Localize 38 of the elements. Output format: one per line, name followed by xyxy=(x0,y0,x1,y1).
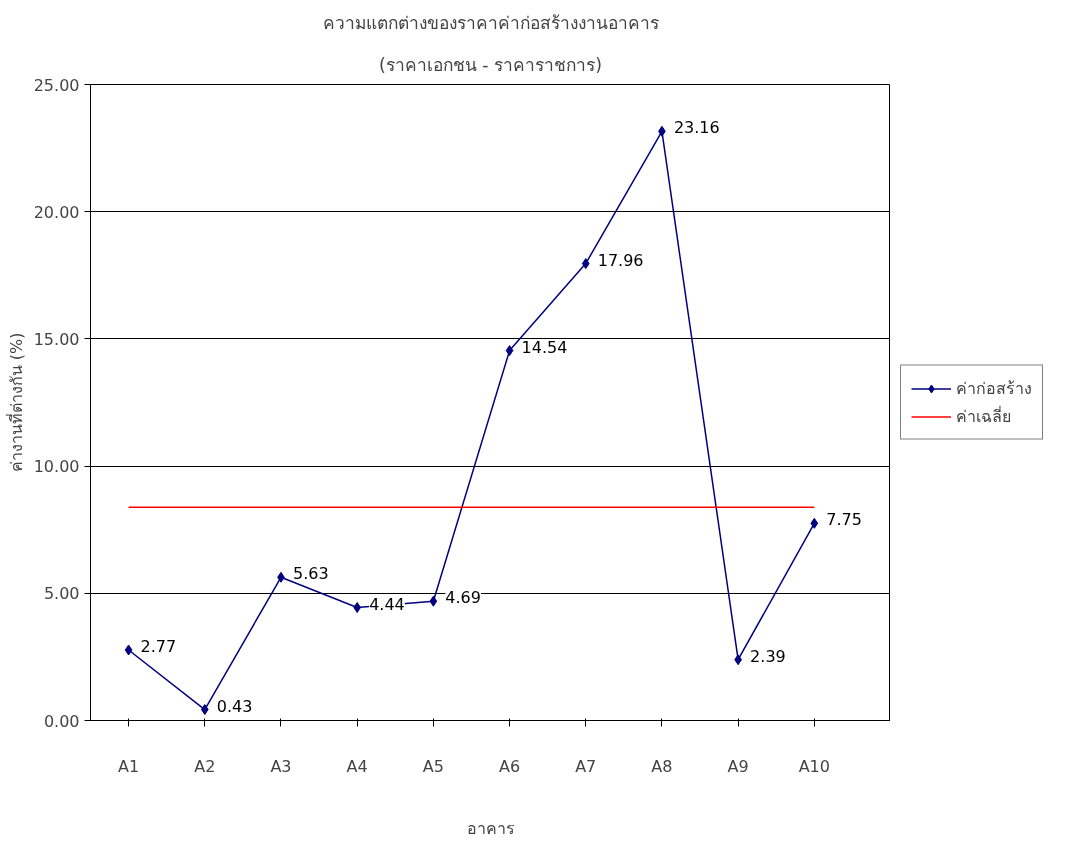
y-tick-label: 20.00 xyxy=(33,202,80,222)
x-tick-label: A6 xyxy=(498,756,521,776)
data-label: 4.69 xyxy=(445,588,481,608)
point xyxy=(200,704,209,716)
point xyxy=(810,517,819,529)
point xyxy=(505,345,514,357)
chart-subtitle: (ราคาเอกชน - ราคาราชการ) xyxy=(379,54,602,75)
legend-label: ค่าเฉลี่ย xyxy=(956,405,1011,428)
x-tick-label: A3 xyxy=(270,756,292,776)
data-label: 0.43 xyxy=(216,696,253,716)
y-tick-label: 0.00 xyxy=(43,711,80,731)
point xyxy=(124,644,133,656)
x-tick-label: A4 xyxy=(346,756,368,776)
x-tick-label: A8 xyxy=(651,756,673,776)
point xyxy=(429,595,438,607)
x-tick-label: A2 xyxy=(194,756,216,776)
data-label: 23.16 xyxy=(673,118,720,138)
x-axis-title: อาคาร xyxy=(466,818,515,838)
y-axis-title: ค่างานที่ต่างกัน (%) xyxy=(4,332,26,473)
x-tick-label: A1 xyxy=(118,756,140,776)
data-label: 4.44 xyxy=(369,594,405,614)
chart-title: ความแตกต่างของราคาค่าก่อสร้างงานอาคาร xyxy=(322,12,659,33)
legend-label: ค่าก่อสร้าง xyxy=(956,377,1032,400)
data-label: 2.39 xyxy=(750,646,786,666)
y-tick-label: 10.00 xyxy=(33,457,80,477)
y-tick-label: 25.00 xyxy=(33,75,80,95)
x-tick-label: A7 xyxy=(575,756,597,776)
y-tick-label: 15.00 xyxy=(33,329,80,349)
y-tick-label: 5.00 xyxy=(43,584,80,604)
point xyxy=(581,258,590,270)
data-label: 2.77 xyxy=(140,637,177,657)
data-label: 17.96 xyxy=(597,250,644,270)
x-tick-label: A9 xyxy=(727,756,749,776)
data-label: 5.63 xyxy=(292,564,329,584)
data-label: 14.54 xyxy=(521,337,568,357)
x-tick-label: A10 xyxy=(798,756,830,776)
data-label: 7.75 xyxy=(826,510,862,530)
x-tick-label: A5 xyxy=(422,756,444,776)
